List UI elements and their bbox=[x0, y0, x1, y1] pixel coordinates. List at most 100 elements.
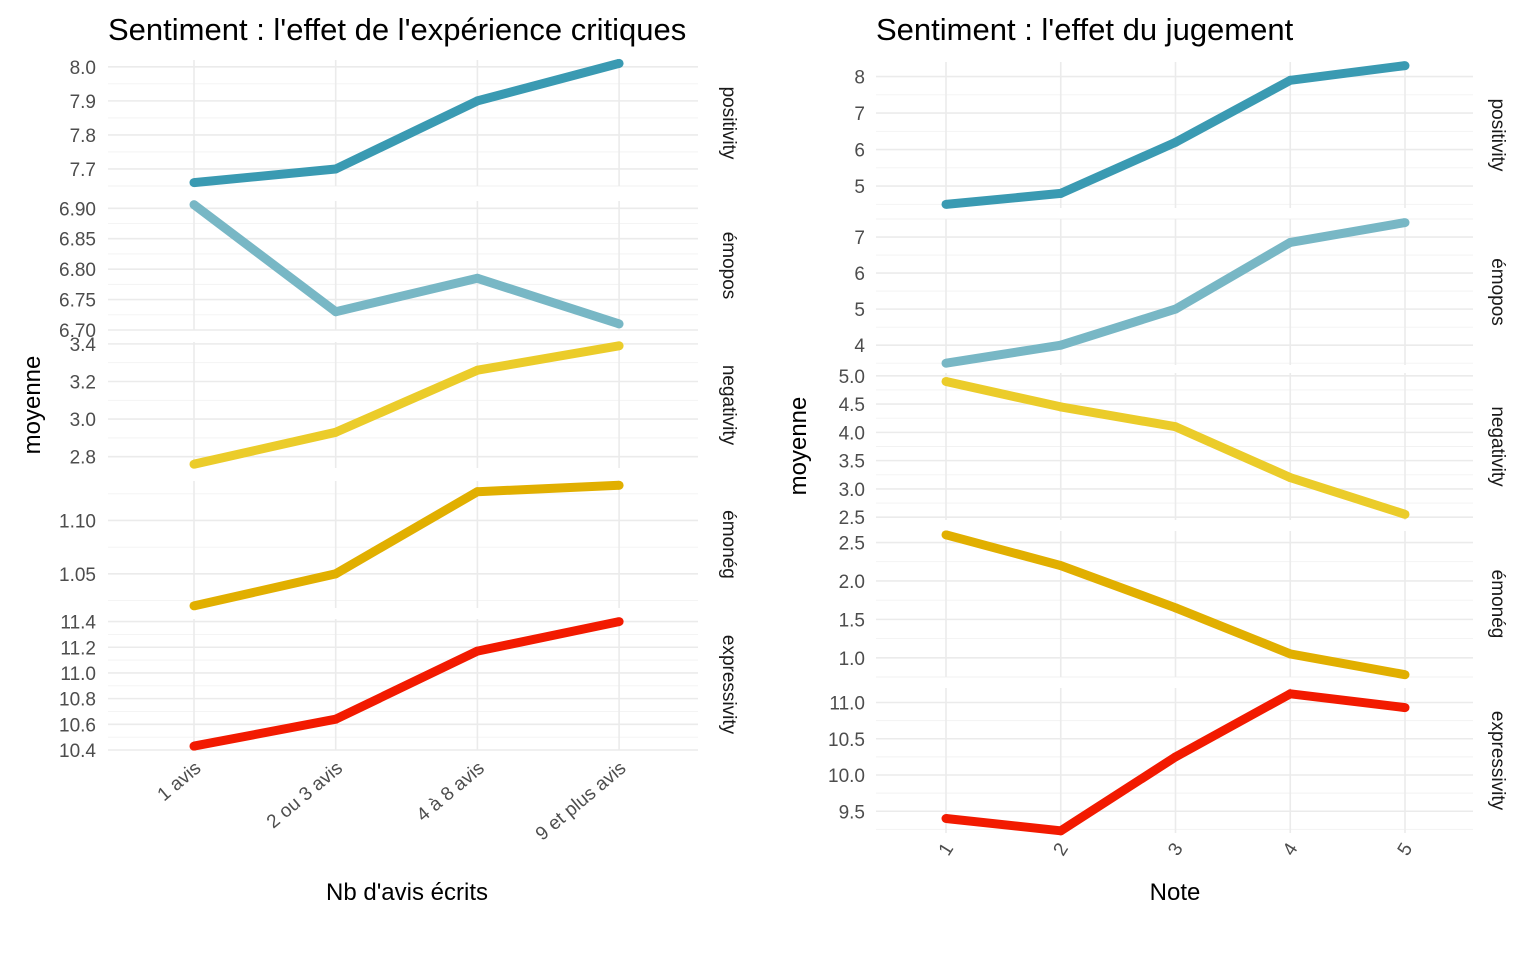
left-emopos-y-tick-label: 6.85 bbox=[59, 230, 96, 251]
right-panel-positivity: 5 6 7 8 positivity bbox=[854, 61, 1508, 209]
left-emopos-series-line bbox=[191, 201, 621, 329]
chart-right-title: Sentiment : l'effet du jugement bbox=[876, 12, 1294, 47]
right-panel-negativity: 2.5 3.0 3.5 4.0 4.5 5.0 negativity bbox=[839, 367, 1508, 529]
left-panel-emoneg: 1.05 1.10 émonég bbox=[59, 480, 739, 611]
left-positivity-data-point bbox=[472, 96, 482, 106]
right-panel-expressivity: 9.5 10.0 10.5 11.0 expressivity bbox=[828, 688, 1508, 836]
right-negativity-y-tick-label: 4.0 bbox=[839, 423, 865, 444]
left-emopos-data-point bbox=[614, 319, 624, 329]
right-positivity-data-point bbox=[1285, 75, 1295, 85]
left-expressivity-y-tick-label: 10.8 bbox=[59, 690, 96, 711]
chart-left-title: Sentiment : l'effet de l'expérience crit… bbox=[108, 12, 686, 47]
right-emoneg-strip-label: émonég bbox=[1487, 570, 1508, 639]
right-positivity-data-point bbox=[941, 199, 951, 209]
left-emoneg-data-point bbox=[472, 487, 482, 497]
left-positivity-strip-label: positivity bbox=[718, 87, 739, 160]
right-positivity-y-tick-label: 7 bbox=[854, 104, 865, 125]
left-emopos-y-tick-label: 6.70 bbox=[59, 321, 96, 342]
left-panel-expressivity: 10.4 10.6 10.8 11.0 11.2 11.4 expressivity bbox=[59, 613, 739, 762]
left-emoneg-y-tick-label: 1.10 bbox=[59, 511, 96, 532]
chart-left-y-axis-title: moyenne bbox=[19, 356, 46, 455]
right-negativity-data-point bbox=[1285, 473, 1295, 483]
right-expressivity-y-tick-label: 9.5 bbox=[839, 802, 865, 823]
left-expressivity-y-tick-label: 10.4 bbox=[59, 741, 96, 762]
left-expressivity-series-line bbox=[193, 617, 621, 751]
right-expressivity-y-tick-label: 10.5 bbox=[828, 730, 865, 751]
right-expressivity-data-point bbox=[1171, 752, 1180, 762]
left-negativity-strip-label: negativity bbox=[718, 365, 739, 446]
right-expressivity-y-tick-label: 10.0 bbox=[828, 766, 865, 787]
right-negativity-data-point bbox=[941, 376, 951, 386]
left-expressivity-strip-label: expressivity bbox=[718, 635, 739, 735]
right-emopos-data-point bbox=[1285, 237, 1295, 247]
left-expressivity-y-tick-label: 11.0 bbox=[60, 664, 96, 685]
right-emoneg-data-point bbox=[1285, 649, 1295, 659]
left-emoneg-series-line bbox=[193, 480, 620, 611]
right-negativity-y-tick-label: 5.0 bbox=[839, 367, 865, 388]
left-expressivity-y-tick-label: 11.4 bbox=[60, 613, 96, 634]
left-negativity-y-tick-label: 3.2 bbox=[70, 372, 96, 393]
right-positivity-y-tick-label: 8 bbox=[854, 68, 865, 89]
right-emoneg-y-tick-label: 2.0 bbox=[839, 572, 865, 593]
left-expressivity-y-tick-label: 10.6 bbox=[59, 715, 96, 736]
right-negativity-y-tick-label: 3.0 bbox=[839, 480, 865, 501]
right-positivity-data-point bbox=[1171, 137, 1180, 147]
left-positivity-y-tick-label: 7.8 bbox=[70, 126, 96, 147]
right-expressivity-data-point bbox=[1285, 689, 1295, 699]
right-positivity-data-point bbox=[1056, 188, 1066, 198]
right-emopos-data-point bbox=[1400, 218, 1410, 228]
left-emopos-strip-label: émopos bbox=[718, 232, 739, 300]
right-negativity-data-point bbox=[1400, 509, 1410, 519]
right-emoneg-data-point bbox=[941, 530, 951, 540]
left-expressivity-data-point bbox=[472, 646, 482, 656]
right-negativity-y-tick-label: 2.5 bbox=[839, 508, 865, 529]
left-negativity-series-line bbox=[193, 341, 620, 469]
left-emopos-data-point bbox=[189, 200, 199, 210]
left-emoneg-strip-label: émonég bbox=[718, 510, 739, 579]
left-emoneg-data-point bbox=[189, 601, 199, 611]
left-emopos-y-tick-label: 6.75 bbox=[59, 291, 96, 312]
right-emopos-data-point bbox=[1056, 340, 1066, 350]
right-emoneg-y-tick-label: 1.5 bbox=[839, 610, 865, 631]
left-negativity-data-point bbox=[472, 365, 482, 375]
left-expressivity-data-point bbox=[614, 617, 624, 627]
left-positivity-data-point bbox=[189, 178, 199, 188]
right-expressivity-data-point bbox=[941, 814, 951, 823]
left-panel-emopos: 6.70 6.75 6.80 6.85 6.90 émopos bbox=[59, 199, 739, 342]
left-negativity-y-tick-label: 2.8 bbox=[70, 448, 96, 469]
left-positivity-data-point bbox=[614, 58, 624, 68]
right-expressivity-y-tick-label: 11.0 bbox=[829, 694, 865, 715]
left-negativity-data-point bbox=[614, 341, 624, 351]
left-negativity-y-tick-label: 3.4 bbox=[70, 335, 97, 356]
right-emopos-y-tick-label: 4 bbox=[854, 336, 865, 357]
left-positivity-y-tick-label: 7.7 bbox=[70, 160, 96, 181]
left-emopos-data-point bbox=[472, 273, 482, 283]
right-panel-emopos: 4 5 6 7 émopos bbox=[854, 218, 1508, 368]
left-positivity-series-line bbox=[193, 59, 621, 188]
right-emoneg-y-tick-label: 1.0 bbox=[839, 649, 865, 670]
left-emoneg-y-tick-label: 1.05 bbox=[59, 565, 96, 586]
right-emopos-y-tick-label: 5 bbox=[854, 300, 865, 321]
chart-right-panels: 5 6 7 8 positivity 4 5 6 7 émopos 2.5 3.0 3.5 4.0 4.5 5… bbox=[828, 61, 1508, 836]
chart-left-x-axis-title: Nb d'avis écrits bbox=[326, 879, 488, 906]
right-expressivity-strip-label: expressivity bbox=[1487, 711, 1508, 811]
chart-right: Sentiment : l'effet du jugement Note moy… bbox=[785, 12, 1508, 906]
left-emopos-y-tick-label: 6.90 bbox=[59, 199, 96, 220]
right-negativity-y-tick-label: 4.5 bbox=[839, 395, 865, 416]
right-negativity-y-tick-label: 3.5 bbox=[839, 452, 865, 473]
right-emoneg-data-point bbox=[1171, 603, 1180, 613]
left-panel-positivity: 7.7 7.8 7.9 8.0 positivity bbox=[70, 58, 739, 188]
right-emopos-y-tick-label: 7 bbox=[854, 228, 865, 249]
left-emopos-data-point bbox=[331, 307, 341, 317]
left-positivity-data-point bbox=[331, 164, 341, 174]
right-positivity-strip-label: positivity bbox=[1487, 99, 1508, 172]
left-emopos-y-tick-label: 6.80 bbox=[59, 260, 96, 281]
right-emopos-strip-label: émopos bbox=[1487, 258, 1508, 326]
right-positivity-y-tick-label: 6 bbox=[854, 141, 865, 162]
right-emoneg-data-point bbox=[1400, 670, 1410, 680]
left-negativity-data-point bbox=[189, 459, 199, 469]
right-emoneg-data-point bbox=[1056, 561, 1066, 571]
left-positivity-y-tick-label: 8.0 bbox=[70, 58, 96, 79]
